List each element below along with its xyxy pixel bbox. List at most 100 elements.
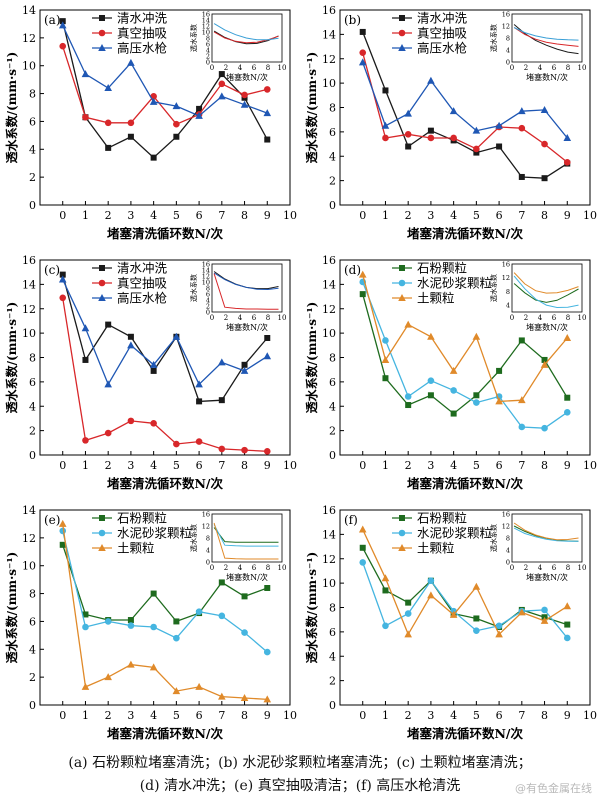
data-point [173,634,180,642]
legend-label: 土颗粒 [417,291,455,306]
x-tick-label: 3 [427,459,434,472]
data-point [104,618,112,625]
inset-y-tick-label: 4 [506,547,510,555]
inset-y-tick-label: 12 [202,23,210,31]
legend-marker [399,265,405,271]
data-point [404,109,412,117]
inset-x-tick-label: 6 [252,564,257,572]
x-tick-label: 5 [173,709,180,722]
legend-marker [398,529,406,537]
legend-marker [399,15,405,21]
data-point [518,173,525,180]
data-point [173,120,180,128]
x-tick-label: 1 [82,459,89,472]
inset-x-tick-label: 2 [224,64,228,72]
x-tick-label: 6 [496,709,503,722]
data-point [150,420,157,427]
inset-x-tick-label: 4 [238,64,243,72]
data-point [150,154,157,161]
data-point [450,410,457,417]
y-tick-label: 12 [322,53,336,66]
x-axis-title: 堵塞清洗循环数N/次 [107,476,223,491]
y-tick-label: 10 [322,577,336,590]
x-axis-title: 堵塞清洗循环数N/次 [107,726,223,741]
data-point [359,28,366,35]
y-tick-label: 6 [29,115,36,128]
inset-x-tick-label: 8 [566,64,570,72]
data-point [195,608,203,615]
x-tick-label: 8 [241,459,248,472]
y-tick-label: 14 [322,28,336,41]
data-point [218,92,226,100]
data-point [127,622,135,629]
y-tick-label: 2 [329,675,336,688]
x-tick-label: 6 [196,459,203,472]
data-point [218,71,225,78]
legend-marker [398,294,406,301]
inset-x-tick-label: 4 [538,564,543,572]
y-tick-label: 2 [29,671,36,684]
x-tick-label: 4 [150,709,157,722]
data-point [82,611,89,618]
data-point [149,360,158,368]
inset-chart: 0 2 4 6 8 10 0 4 8 12 16 堵塞数N/次 透水系数 [489,11,586,83]
data-point [218,579,225,586]
data-point [149,663,158,671]
y-tick-label: 4 [329,650,336,663]
inset-curve [213,23,279,41]
inset-curve [513,272,579,294]
data-point [382,375,389,382]
y-tick-label: 6 [329,626,336,639]
data-point [241,593,248,600]
y-axis-title: 透水系数/(mm·s⁻¹) [4,302,19,414]
data-point [472,582,481,590]
data-point [263,352,272,360]
data-point [104,429,112,437]
x-tick-label: 6 [496,209,503,222]
data-point [127,341,135,349]
data-point [218,612,226,620]
x-axis-title: 堵塞清洗循环数N/次 [407,226,523,241]
y-tick-label: 8 [329,352,336,365]
x-tick-label: 8 [241,709,248,722]
legend-label: 高压水枪 [417,41,468,56]
data-point [264,335,271,341]
data-point [105,321,112,328]
inset-y-tick-label: 16 [202,11,210,19]
panel-label: (b) [344,13,361,27]
y-tick-label: 12 [22,32,36,45]
data-point [195,682,203,690]
data-point [449,107,458,115]
data-point [382,134,389,142]
data-point [240,100,249,108]
data-point [173,133,180,140]
y-axis-title: 透水系数/(mm·s⁻¹) [4,552,19,664]
y-tick-label: 0 [29,699,36,712]
legend-label: 真空抽吸 [417,26,468,41]
data-point [541,175,548,182]
inset-x-tick-label: 6 [252,64,257,72]
x-tick-label: 2 [105,709,112,722]
x-tick-label: 7 [518,709,525,722]
x-tick-label: 5 [473,709,480,722]
data-point [404,131,412,138]
data-point [450,387,457,394]
y-tick-label: 12 [22,303,36,316]
data-point [564,394,571,401]
data-point [563,334,572,341]
inset-y-title: 透水系数 [189,524,198,552]
x-tick-label: 8 [541,459,548,472]
data-point [404,610,412,617]
x-tick-label: 2 [405,459,412,472]
inset-x-title: 堵塞数N/次 [526,322,568,332]
x-tick-label: 1 [82,209,89,222]
legend-marker [98,279,106,287]
inset-x-tick-label: 0 [210,564,214,572]
legend-marker [398,544,406,551]
inset-x-tick-label: 6 [252,314,257,322]
y-tick-label: 16 [322,254,336,267]
data-point [59,42,67,50]
data-point [405,402,412,409]
legend-label: 高压水枪 [117,41,168,56]
